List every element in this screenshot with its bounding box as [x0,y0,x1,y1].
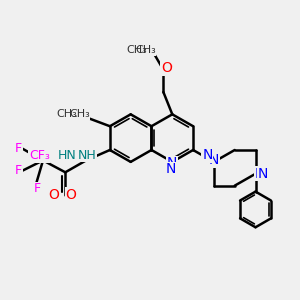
Text: N: N [167,156,178,170]
Text: F: F [15,142,22,155]
Text: CH₃: CH₃ [135,45,156,56]
Text: CH₃: CH₃ [127,44,148,55]
Text: NH: NH [78,148,96,162]
Text: CH₃: CH₃ [69,109,90,119]
Text: N: N [166,162,176,176]
Text: F: F [34,182,40,195]
Text: N: N [258,167,268,181]
Text: N: N [255,167,265,181]
Text: O: O [161,61,172,75]
Text: O: O [48,188,59,202]
Text: N: N [209,153,219,167]
Text: CF₃: CF₃ [29,149,50,162]
Text: F: F [15,164,22,177]
Text: O: O [161,60,172,74]
Text: HN: HN [58,149,76,162]
Text: O: O [65,188,76,202]
Text: CH₃: CH₃ [56,109,77,119]
Text: N: N [202,148,213,162]
